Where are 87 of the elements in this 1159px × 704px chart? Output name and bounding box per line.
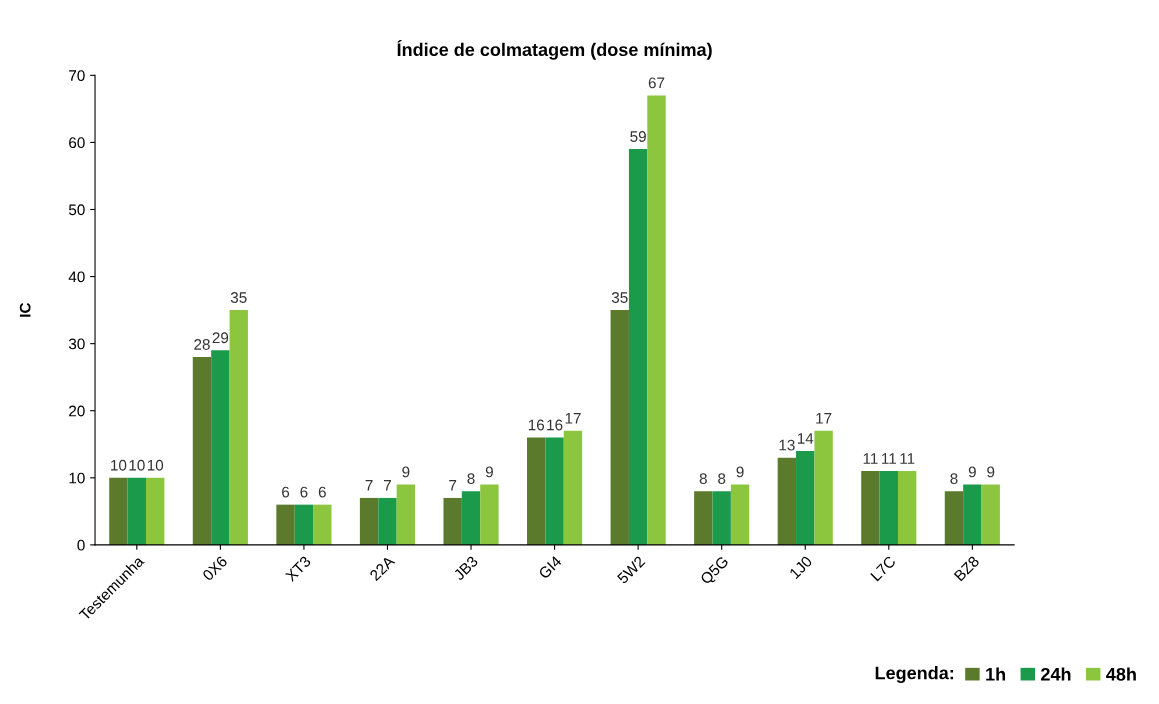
- data-label: 7: [384, 480, 391, 491]
- y-axis-title: IC: [19, 302, 31, 317]
- bar: [981, 484, 1000, 545]
- bar: [396, 484, 416, 545]
- bar: [229, 310, 248, 545]
- data-label: 7: [365, 480, 373, 491]
- bar: [610, 310, 629, 545]
- data-label: 16: [547, 419, 563, 431]
- bar: [146, 477, 165, 545]
- bar: [796, 450, 815, 545]
- data-label: 10: [129, 459, 145, 471]
- x-tick-label: L7C: [870, 555, 897, 582]
- bar: [127, 477, 147, 545]
- data-label: 17: [816, 413, 832, 424]
- data-label: 10: [111, 459, 127, 471]
- data-label: 14: [797, 433, 814, 444]
- bar: [647, 95, 666, 545]
- x-tick-label: 22A: [369, 554, 396, 582]
- bar: [211, 350, 230, 545]
- bar: [294, 504, 314, 545]
- y-tick-label: 20: [69, 405, 85, 417]
- x-tick-label: 1J0: [788, 555, 813, 580]
- data-label: 9: [968, 466, 976, 478]
- bar: [944, 491, 964, 545]
- data-label: 67: [648, 77, 665, 89]
- bar: [963, 484, 982, 545]
- bar: [545, 437, 564, 545]
- data-label: 8: [718, 473, 726, 485]
- data-label: 7: [449, 480, 457, 491]
- data-label: 6: [318, 486, 326, 498]
- bar: [712, 491, 731, 545]
- data-label: 9: [485, 466, 493, 478]
- bar: [814, 430, 833, 545]
- bar: [109, 477, 128, 545]
- y-tick-label: 0: [77, 539, 85, 551]
- bar: [461, 491, 481, 545]
- data-label: 8: [467, 473, 475, 485]
- data-label: 13: [779, 439, 795, 451]
- bar: [879, 471, 898, 545]
- data-label: 8: [950, 473, 958, 485]
- data-label: 28: [194, 339, 210, 350]
- bar: [563, 430, 583, 545]
- data-label: 8: [699, 473, 707, 485]
- y-tick-label: 50: [68, 204, 85, 216]
- data-label: 17: [565, 413, 581, 424]
- data-label: 29: [212, 332, 229, 344]
- chart-title: Índice de colmatagem (dose mínima): [397, 39, 712, 60]
- y-tick-label: 40: [68, 271, 85, 283]
- data-label: 6: [282, 486, 290, 498]
- bar: [192, 357, 212, 545]
- bar: [730, 484, 750, 545]
- bar: [897, 471, 917, 545]
- data-label: 35: [611, 292, 628, 303]
- bar: [480, 484, 499, 545]
- data-label: 6: [300, 486, 308, 498]
- data-label: 16: [528, 419, 545, 431]
- bar: [777, 457, 797, 545]
- data-label: 9: [402, 466, 410, 478]
- y-tick-label: 10: [69, 472, 85, 484]
- legend-label: 1h: [986, 667, 1006, 681]
- y-tick-label: 60: [69, 137, 85, 149]
- x-tick-label: GI4: [538, 555, 563, 580]
- legend-label: 24h: [1041, 667, 1071, 681]
- data-label: 11: [863, 453, 878, 464]
- data-label: 11: [900, 453, 915, 464]
- data-label: 10: [147, 459, 164, 471]
- data-label: 9: [736, 466, 744, 478]
- data-label: 11: [882, 453, 896, 464]
- y-tick-label: 30: [68, 338, 85, 350]
- bar: [359, 497, 379, 545]
- bar: [276, 504, 295, 545]
- bar: [378, 497, 397, 545]
- y-tick-label: 70: [69, 70, 85, 82]
- bar: [527, 437, 546, 545]
- x-tick-label: JB3: [452, 555, 479, 581]
- bar: [694, 491, 713, 545]
- bar: [628, 149, 648, 545]
- data-label: 59: [630, 131, 646, 142]
- data-label: 9: [987, 466, 995, 478]
- data-label: 35: [230, 292, 247, 303]
- x-tick-label: BZ8: [953, 555, 980, 582]
- bar: [313, 504, 332, 545]
- x-tick-label: 0X6: [201, 555, 228, 582]
- bar: [443, 497, 462, 545]
- legend-label: 48h: [1106, 667, 1136, 681]
- legend-title: Legenda:: [875, 666, 954, 683]
- bar: [861, 471, 880, 545]
